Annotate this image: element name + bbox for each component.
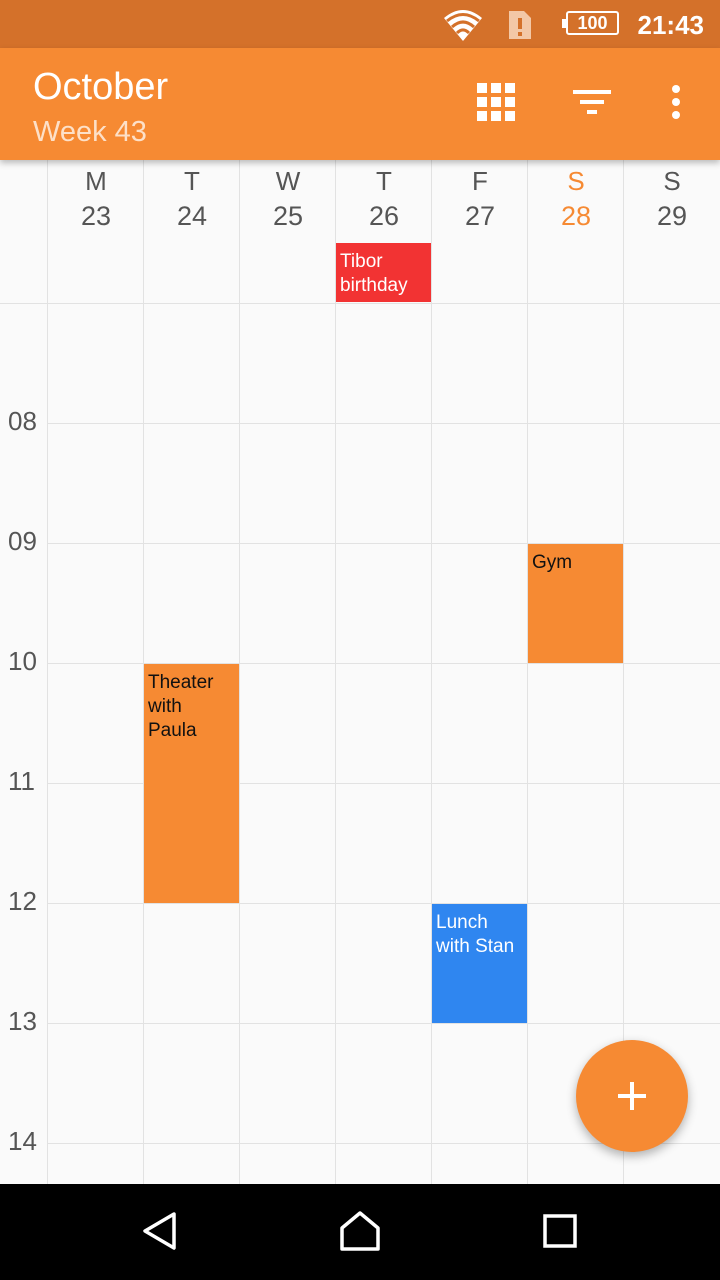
home-icon (338, 1210, 382, 1256)
grid-line (623, 160, 624, 1184)
day-header-wed[interactable]: W 25 (240, 160, 336, 304)
grid-line (48, 423, 720, 424)
system-nav-bar (0, 1184, 720, 1280)
hour-label: 11 (8, 766, 35, 796)
day-header-sun[interactable]: S 29 (624, 160, 720, 304)
plus-icon (616, 1065, 648, 1125)
recents-button[interactable] (535, 1208, 585, 1258)
day-number: 25 (272, 201, 304, 231)
grid-line (48, 663, 720, 664)
day-of-week: S (663, 166, 681, 196)
day-of-week: F (472, 166, 488, 196)
hour-label: 10 (8, 646, 37, 676)
hour-label: 12 (8, 886, 37, 916)
week-header: M 23 T 24 W 25 T 26 F 27 S 28 S 29 (0, 160, 720, 304)
event-gym[interactable]: Gym (528, 544, 623, 663)
grid-line (47, 160, 48, 1184)
day-number: 27 (464, 201, 496, 231)
day-of-week: T (184, 166, 200, 196)
day-header-thu[interactable]: T 26 (336, 160, 432, 304)
add-event-button[interactable] (576, 1040, 688, 1152)
day-header-sat-today[interactable]: S 28 (528, 160, 624, 304)
status-clock: 21:43 (637, 10, 705, 40)
hour-label: 08 (8, 406, 37, 436)
event-tibor-birthday[interactable]: Tibor birthday (336, 243, 431, 302)
back-button[interactable] (135, 1208, 185, 1258)
month-title[interactable]: October (33, 66, 169, 108)
day-header-mon[interactable]: M 23 (48, 160, 144, 304)
grid-line (527, 160, 528, 1184)
filter-button[interactable] (566, 78, 618, 130)
view-mode-button[interactable] (470, 78, 522, 130)
hour-label: 14 (8, 1126, 37, 1156)
hour-label: 09 (8, 526, 37, 556)
grid-line (431, 160, 432, 1184)
status-bar: 100 21:43 (0, 0, 720, 48)
day-of-week: S (567, 166, 585, 196)
day-of-week: T (376, 166, 392, 196)
grid-line (48, 543, 720, 544)
day-header-tue[interactable]: T 24 (144, 160, 240, 304)
filter-icon (573, 88, 611, 120)
day-of-week: M (85, 166, 107, 196)
hour-label: 13 (8, 1006, 37, 1036)
day-number: 28 (560, 201, 592, 231)
sim-alert-icon (507, 9, 533, 45)
battery-indicator: 100 (562, 11, 619, 35)
event-lunch-with-stan[interactable]: Lunch with Stan (432, 904, 527, 1023)
home-button[interactable] (335, 1208, 385, 1258)
event-theater-with-paula[interactable]: Theater with Paula (144, 664, 239, 903)
more-options-button[interactable] (650, 78, 702, 130)
grid-line (0, 303, 720, 304)
grid-line (239, 160, 240, 1184)
grid-view-icon (476, 82, 516, 126)
day-header-fri[interactable]: F 27 (432, 160, 528, 304)
grid-line (48, 1023, 720, 1024)
grid-line (48, 783, 720, 784)
day-number: 23 (80, 201, 112, 231)
more-vert-icon (671, 84, 681, 124)
grid-line (48, 1143, 720, 1144)
wifi-icon (443, 8, 483, 46)
grid-line (335, 160, 336, 1184)
back-icon (140, 1211, 180, 1255)
day-number: 26 (368, 201, 400, 231)
grid-line (143, 160, 144, 1184)
app-bar: October Week 43 (0, 48, 720, 160)
day-of-week: W (275, 166, 301, 196)
day-number: 24 (176, 201, 208, 231)
week-subtitle: Week 43 (33, 116, 147, 148)
day-number: 29 (656, 201, 688, 231)
recents-icon (542, 1213, 578, 1253)
grid-line (48, 903, 720, 904)
